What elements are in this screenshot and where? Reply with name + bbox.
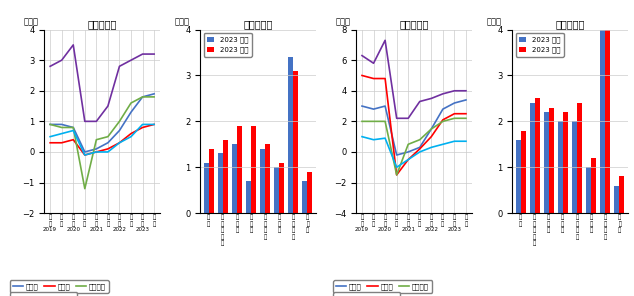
- Bar: [232, 144, 237, 213]
- Bar: [265, 144, 270, 213]
- Title: （住宅地）: （住宅地）: [243, 19, 273, 29]
- Bar: [619, 176, 624, 213]
- Bar: [586, 167, 591, 213]
- Bar: [246, 181, 251, 213]
- Bar: [237, 126, 242, 213]
- Legend: 東京圏, 大阪圏, 名古屋圏: 東京圏, 大阪圏, 名古屋圏: [10, 280, 108, 292]
- Bar: [544, 112, 549, 213]
- Bar: [558, 121, 563, 213]
- Bar: [563, 112, 568, 213]
- Text: （％）: （％）: [487, 17, 501, 26]
- Bar: [521, 131, 526, 213]
- Bar: [288, 57, 294, 213]
- Bar: [279, 163, 284, 213]
- Bar: [572, 121, 577, 213]
- Legend: 地方四市, その他: 地方四市, その他: [333, 292, 401, 296]
- Bar: [614, 186, 619, 213]
- Bar: [275, 167, 279, 213]
- Bar: [223, 140, 228, 213]
- Bar: [549, 107, 553, 213]
- Text: （％）: （％）: [175, 17, 190, 26]
- Title: （商業地）: （商業地）: [555, 19, 585, 29]
- Bar: [577, 103, 582, 213]
- Bar: [307, 172, 313, 213]
- Bar: [515, 140, 521, 213]
- Bar: [204, 163, 209, 213]
- Text: （％）: （％）: [23, 17, 39, 26]
- Bar: [218, 153, 223, 213]
- Bar: [605, 16, 610, 213]
- Bar: [251, 126, 256, 213]
- Legend: 2023 前半, 2023 後半: 2023 前半, 2023 後半: [515, 33, 564, 57]
- Legend: 地方四市, その他: 地方四市, その他: [10, 292, 77, 296]
- Title: （商業地）: （商業地）: [399, 19, 429, 29]
- Title: （住宅地）: （住宅地）: [87, 19, 117, 29]
- Bar: [591, 158, 596, 213]
- Bar: [534, 98, 540, 213]
- Text: （％）: （％）: [335, 17, 351, 26]
- Legend: 2023 前半, 2023 後半: 2023 前半, 2023 後半: [204, 33, 252, 57]
- Bar: [600, 20, 605, 213]
- Bar: [294, 71, 298, 213]
- Bar: [209, 149, 214, 213]
- Bar: [260, 149, 265, 213]
- Bar: [302, 181, 307, 213]
- Bar: [530, 103, 534, 213]
- Legend: 東京圏, 大阪圏, 名古屋圏: 東京圏, 大阪圏, 名古屋圏: [333, 280, 432, 292]
